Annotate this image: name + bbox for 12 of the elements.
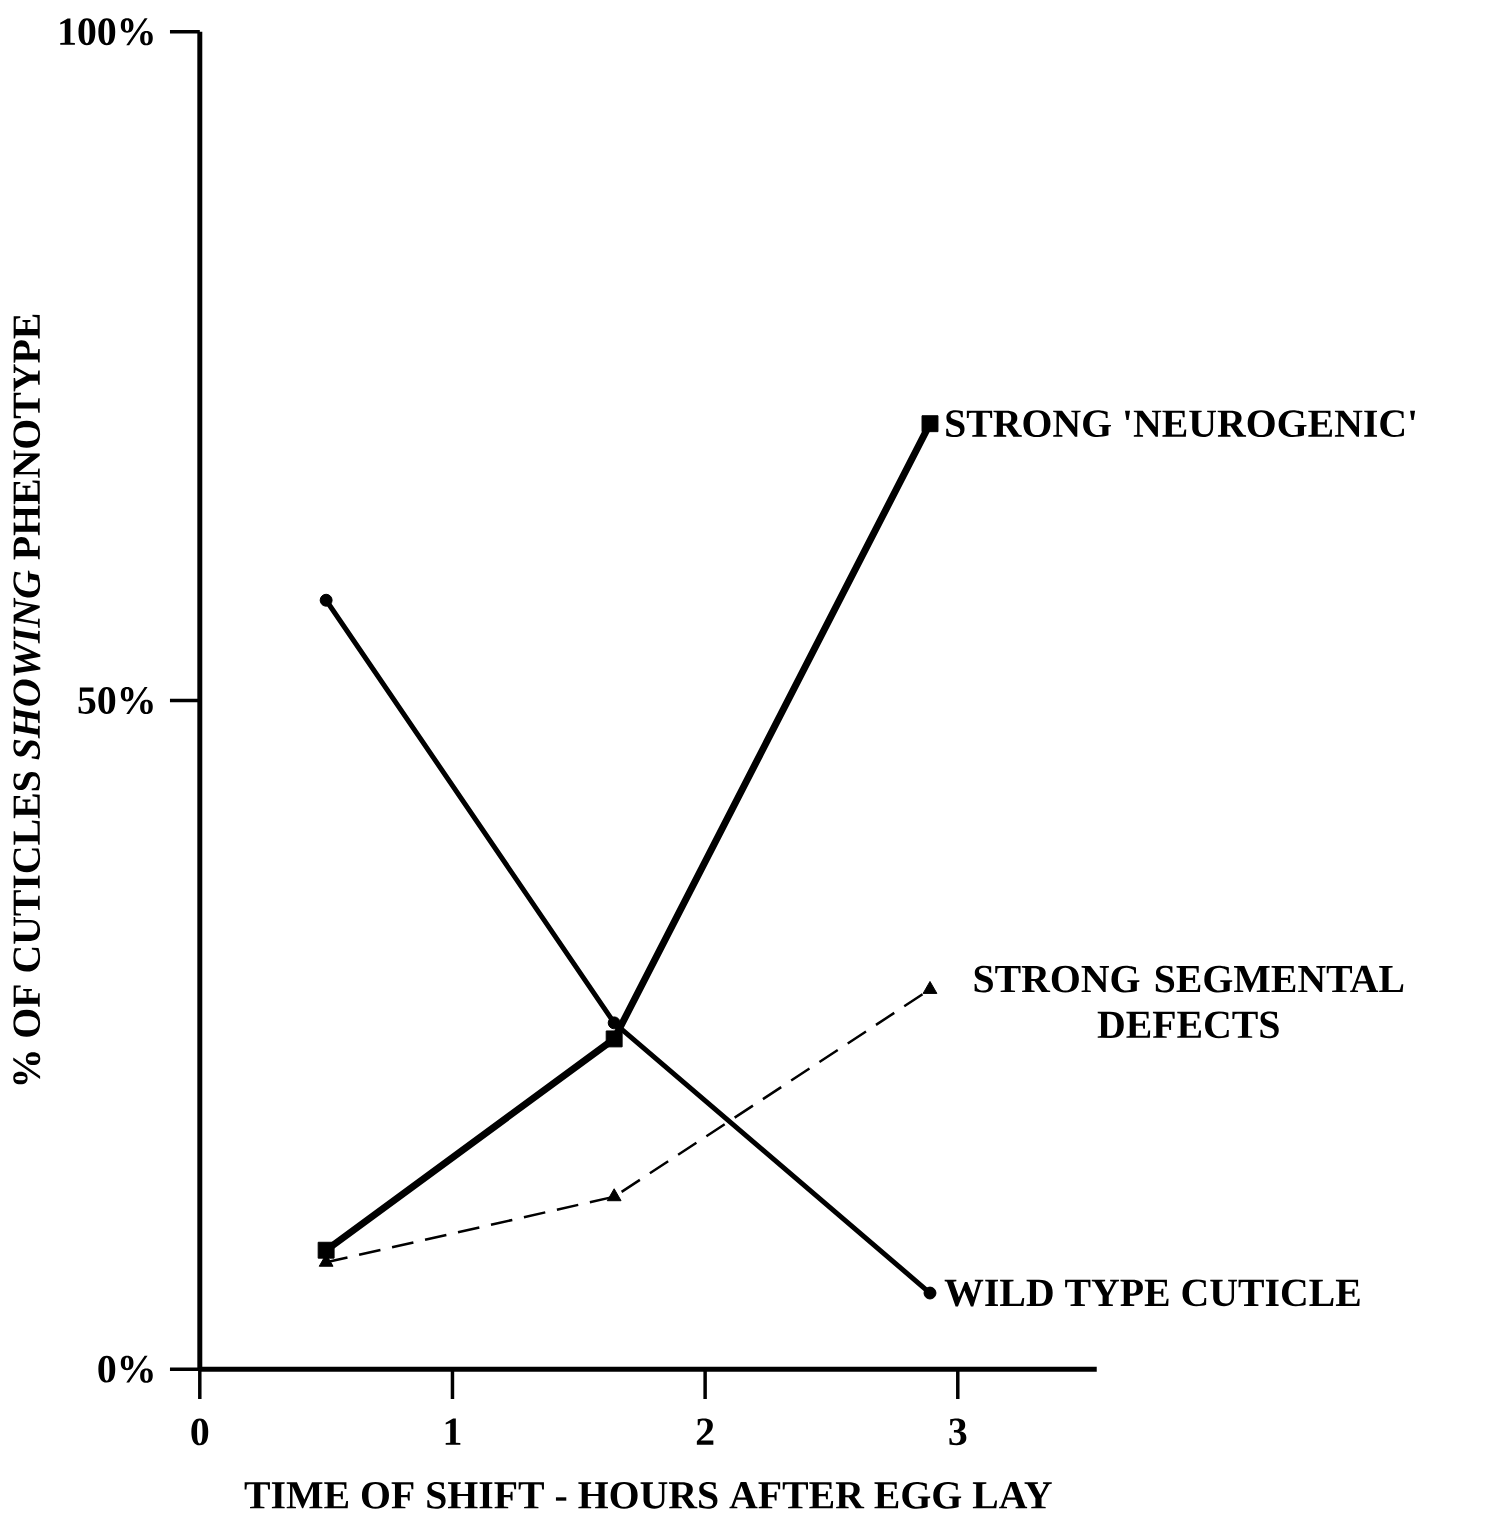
x-tick-label: 0 bbox=[191, 1418, 209, 1446]
y-tick-label: 0% bbox=[98, 1355, 154, 1383]
series-label: STRONG 'NEUROGENIC' bbox=[946, 410, 1416, 438]
x-axis-title: TIME OF SHIFT - HOURS AFTER EGG LAY bbox=[244, 1482, 1053, 1509]
y-axis-title: % OF CUTICLES SHOWING PHENOTYPE bbox=[13, 314, 41, 1085]
y-tick-label: 100% bbox=[60, 18, 154, 46]
x-tick-label: 3 bbox=[949, 1418, 967, 1446]
x-tick-label: 1 bbox=[445, 1418, 461, 1445]
series-label: WILD TYPE CUTICLE bbox=[944, 1279, 1360, 1307]
y-tick-label: 50% bbox=[78, 687, 154, 715]
series-label: STRONG SEGMENTAL DEFECTS bbox=[974, 965, 1404, 1039]
x-tick-label: 2 bbox=[697, 1418, 714, 1445]
